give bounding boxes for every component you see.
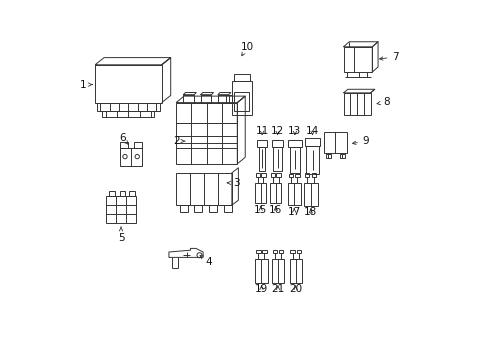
Bar xyxy=(234,92,249,111)
Bar xyxy=(343,47,371,72)
Text: 1: 1 xyxy=(80,80,92,90)
Text: 12: 12 xyxy=(270,126,284,136)
Bar xyxy=(304,138,320,146)
Bar xyxy=(278,250,283,253)
Bar xyxy=(255,259,267,283)
Bar xyxy=(134,142,142,148)
Bar xyxy=(129,191,135,196)
Bar xyxy=(257,140,266,147)
Bar xyxy=(179,205,187,212)
Bar xyxy=(295,174,299,177)
Bar xyxy=(343,93,370,115)
Text: 9: 9 xyxy=(352,136,369,146)
Text: 3: 3 xyxy=(227,178,240,188)
Bar xyxy=(325,154,330,158)
Bar xyxy=(261,173,265,177)
Bar xyxy=(255,173,260,177)
Text: 16: 16 xyxy=(269,204,282,215)
Bar xyxy=(305,173,309,177)
Bar xyxy=(183,95,194,103)
Text: 5: 5 xyxy=(118,227,124,243)
Bar xyxy=(323,132,346,153)
Bar xyxy=(224,205,231,212)
Bar xyxy=(276,173,280,177)
Text: 2: 2 xyxy=(172,136,184,146)
Bar xyxy=(176,103,237,164)
Text: 7: 7 xyxy=(379,52,398,62)
Text: 17: 17 xyxy=(287,207,300,217)
Bar xyxy=(106,196,136,223)
Bar xyxy=(303,183,317,206)
Bar xyxy=(311,173,316,177)
Bar xyxy=(95,65,162,103)
Bar xyxy=(231,81,251,115)
Bar xyxy=(176,173,231,205)
Text: 14: 14 xyxy=(305,126,319,136)
Text: 10: 10 xyxy=(240,42,253,56)
Bar xyxy=(200,95,211,103)
Bar xyxy=(339,154,344,158)
Bar xyxy=(272,140,283,147)
Text: 21: 21 xyxy=(271,284,284,294)
Bar xyxy=(209,205,217,212)
Text: 4: 4 xyxy=(200,256,212,267)
Bar xyxy=(233,74,249,81)
Bar xyxy=(270,183,281,203)
Bar xyxy=(255,183,265,203)
Bar xyxy=(120,148,142,166)
Text: 20: 20 xyxy=(288,284,302,294)
Bar xyxy=(120,142,128,148)
Text: 13: 13 xyxy=(288,126,301,136)
Bar xyxy=(273,147,282,171)
Text: 8: 8 xyxy=(376,97,389,107)
Text: 15: 15 xyxy=(254,204,267,215)
Bar xyxy=(102,111,154,117)
Bar xyxy=(270,173,275,177)
Bar xyxy=(289,259,301,283)
Text: 19: 19 xyxy=(254,284,267,294)
Bar xyxy=(218,95,228,103)
Bar xyxy=(258,147,265,171)
Bar xyxy=(109,191,115,196)
Bar xyxy=(272,259,283,283)
Bar xyxy=(272,250,277,253)
Bar xyxy=(120,191,125,196)
Bar xyxy=(287,183,300,205)
Bar xyxy=(289,147,300,173)
Bar xyxy=(306,146,318,174)
Text: 6: 6 xyxy=(119,132,128,144)
Bar xyxy=(194,205,202,212)
Text: 18: 18 xyxy=(304,207,317,217)
Bar xyxy=(256,250,260,253)
Bar xyxy=(287,140,301,147)
Text: 11: 11 xyxy=(255,126,268,136)
Bar xyxy=(288,174,292,177)
Bar xyxy=(290,250,294,253)
Bar xyxy=(262,250,266,253)
Bar xyxy=(97,103,160,111)
Bar xyxy=(296,250,300,253)
